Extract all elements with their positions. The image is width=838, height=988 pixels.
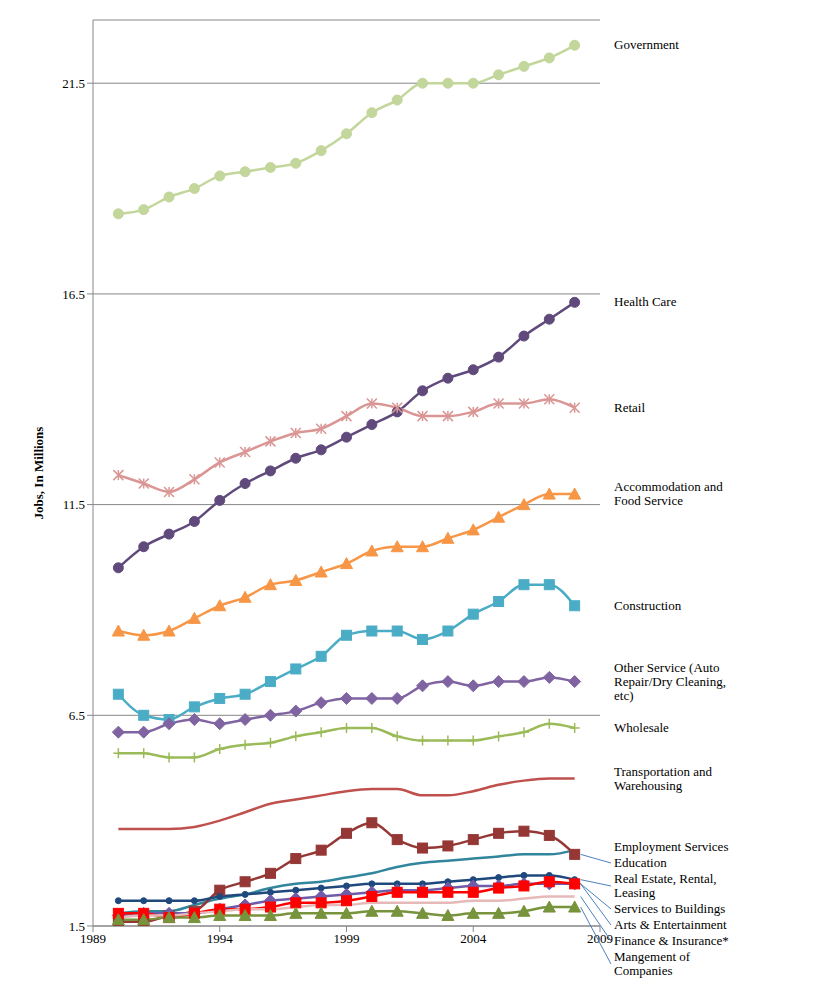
svg-text:1999: 1999	[334, 931, 360, 946]
svg-text:Arts & Entertainment: Arts & Entertainment	[614, 917, 727, 932]
svg-text:Health Care: Health Care	[614, 294, 677, 309]
svg-text:2004: 2004	[460, 931, 487, 946]
svg-text:1.5: 1.5	[69, 919, 85, 934]
svg-text:Other Service (AutoRepair/Dry: Other Service (AutoRepair/Dry Cleaning,e…	[614, 660, 726, 703]
svg-text:Transportation andWarehousing: Transportation andWarehousing	[614, 764, 713, 793]
svg-text:Accommodation andFood Service: Accommodation andFood Service	[614, 479, 723, 508]
svg-text:1994: 1994	[207, 931, 234, 946]
svg-text:Finance & Insurance*: Finance & Insurance*	[614, 933, 729, 948]
svg-text:Services to Buildings: Services to Buildings	[614, 901, 725, 916]
svg-text:Government: Government	[614, 37, 679, 52]
svg-text:Wholesale: Wholesale	[614, 720, 669, 735]
svg-text:21.5: 21.5	[62, 76, 85, 91]
svg-text:Real Estate, Rental,Leasing: Real Estate, Rental,Leasing	[614, 871, 717, 900]
svg-text:Retail: Retail	[614, 400, 645, 415]
svg-text:11.5: 11.5	[63, 497, 85, 512]
svg-text:Jobs, In Millions: Jobs, In Millions	[31, 427, 46, 520]
svg-text:Construction: Construction	[614, 598, 682, 613]
svg-text:Education: Education	[614, 855, 667, 870]
svg-text:16.5: 16.5	[62, 287, 85, 302]
svg-text:Mangement ofCompanies: Mangement ofCompanies	[614, 949, 691, 978]
svg-text:2009: 2009	[587, 931, 613, 946]
svg-text:1989: 1989	[80, 931, 106, 947]
svg-text:6.5: 6.5	[69, 708, 85, 723]
svg-text:Employment Services: Employment Services	[614, 839, 728, 854]
